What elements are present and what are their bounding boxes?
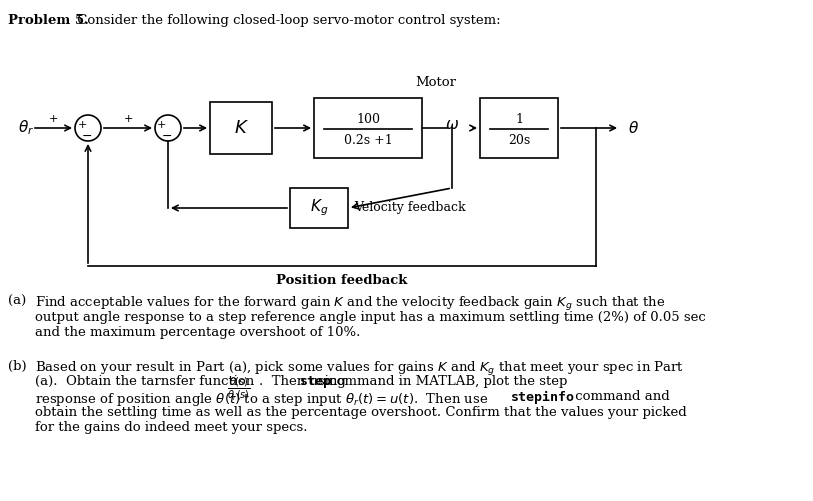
Text: command and: command and [571,390,670,403]
Text: 0.2s +1: 0.2s +1 [344,134,393,147]
Text: −: − [82,129,92,142]
Text: $\theta_r$: $\theta_r$ [18,119,34,137]
Text: +: + [77,120,87,130]
Circle shape [155,115,181,141]
Text: stepinfo: stepinfo [511,390,575,404]
Text: and the maximum percentage overshoot of 10%.: and the maximum percentage overshoot of … [35,326,360,339]
Text: +: + [49,114,59,124]
Text: 20s: 20s [508,134,530,147]
Text: Motor: Motor [415,76,457,89]
Text: $\frac{\theta(s)}{\theta_r(s)}$: $\frac{\theta(s)}{\theta_r(s)}$ [227,376,250,403]
Bar [314,98,422,158]
Text: Based on your result in Part (a), pick some values for gains $K$ and $K_g$ that : Based on your result in Part (a), pick s… [35,360,684,377]
Text: $K_g$: $K_g$ [310,198,328,218]
Text: command in MATLAB, plot the step: command in MATLAB, plot the step [325,375,567,388]
Text: (a).  Obtain the tarnsfer function: (a). Obtain the tarnsfer function [35,375,259,388]
Text: Problem 5.: Problem 5. [8,14,89,27]
Text: $\omega$: $\omega$ [445,118,459,132]
Text: response of position angle $\theta(t)$ to a step input $\theta_r(t) = u(t)$.  Th: response of position angle $\theta(t)$ t… [35,390,489,407]
Circle shape [75,115,101,141]
Text: obtain the settling time as well as the percentage overshoot. Confirm that the v: obtain the settling time as well as the … [35,406,687,419]
Text: step: step [300,375,332,388]
Text: +: + [124,114,133,124]
Text: .  Then using: . Then using [259,375,350,388]
Text: Position feedback: Position feedback [276,274,407,287]
Bar [210,102,272,154]
Text: Find acceptable values for the forward gain $K$ and the velocity feedback gain $: Find acceptable values for the forward g… [35,295,666,313]
Text: for the gains do indeed meet your specs.: for the gains do indeed meet your specs. [35,421,307,434]
Text: +: + [156,120,166,130]
Bar [290,188,348,228]
Text: $\theta$: $\theta$ [628,120,639,136]
Bar [480,98,558,158]
Text: 1: 1 [515,113,523,125]
Text: (a): (a) [8,295,26,308]
Text: 100: 100 [356,113,380,125]
Text: Velocity feedback: Velocity feedback [354,201,466,214]
Text: output angle response to a step reference angle input has a maximum settling tim: output angle response to a step referenc… [35,311,706,324]
Text: $K$: $K$ [233,119,249,137]
Text: −: − [162,129,172,142]
Text: Consider the following closed-loop servo-motor control system:: Consider the following closed-loop servo… [73,14,501,27]
Text: (b): (b) [8,360,27,373]
